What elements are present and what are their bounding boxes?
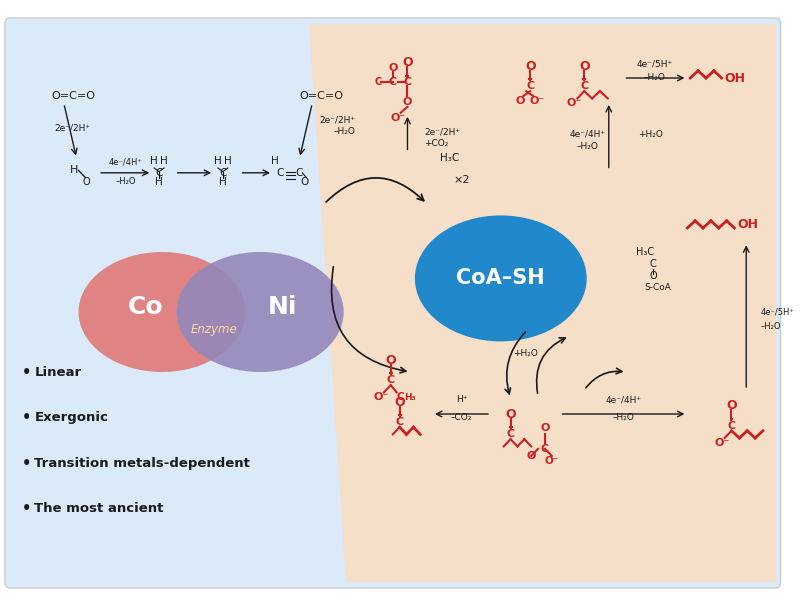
Text: 4e⁻/5H⁺: 4e⁻/5H⁺ bbox=[761, 307, 795, 317]
Text: O: O bbox=[394, 395, 405, 409]
Text: –H₂O: –H₂O bbox=[644, 73, 666, 82]
Text: O: O bbox=[402, 97, 412, 107]
Text: Co: Co bbox=[127, 295, 163, 319]
Text: C: C bbox=[389, 77, 397, 86]
Text: O=C=O: O=C=O bbox=[51, 91, 95, 101]
Text: –H₂O: –H₂O bbox=[613, 413, 634, 422]
Text: H₃C: H₃C bbox=[440, 154, 459, 163]
Text: Linear: Linear bbox=[34, 365, 82, 379]
Text: The most ancient: The most ancient bbox=[34, 502, 164, 515]
Ellipse shape bbox=[415, 215, 586, 341]
Text: O: O bbox=[388, 64, 398, 73]
Text: O⁻: O⁻ bbox=[545, 456, 559, 466]
Text: O: O bbox=[386, 353, 396, 367]
Text: S-CoA: S-CoA bbox=[645, 283, 671, 292]
Text: 4e⁻/5H⁺: 4e⁻/5H⁺ bbox=[637, 59, 673, 68]
Text: H: H bbox=[271, 156, 279, 166]
Text: H: H bbox=[224, 156, 232, 166]
Text: 4e⁻/4H⁺: 4e⁻/4H⁺ bbox=[109, 157, 142, 166]
Ellipse shape bbox=[177, 252, 344, 372]
Text: H: H bbox=[214, 156, 222, 166]
Text: Transition metals-dependent: Transition metals-dependent bbox=[34, 457, 250, 470]
Text: O: O bbox=[540, 424, 550, 433]
Text: •: • bbox=[22, 502, 31, 516]
Text: +H₂O: +H₂O bbox=[638, 130, 663, 139]
Text: H: H bbox=[155, 178, 163, 187]
Text: O⁻: O⁻ bbox=[566, 98, 582, 108]
Text: O: O bbox=[516, 96, 525, 106]
Text: O: O bbox=[525, 59, 535, 73]
Text: C: C bbox=[219, 168, 226, 178]
Text: C: C bbox=[403, 77, 411, 86]
Text: –H₂O: –H₂O bbox=[115, 176, 136, 185]
Text: Ni: Ni bbox=[268, 295, 298, 319]
Text: 2e⁻/2H⁺: 2e⁻/2H⁺ bbox=[424, 127, 460, 136]
Text: C: C bbox=[155, 168, 162, 178]
Polygon shape bbox=[310, 24, 776, 582]
Text: Exergonic: Exergonic bbox=[34, 411, 108, 424]
FancyBboxPatch shape bbox=[5, 18, 781, 588]
Text: C: C bbox=[541, 444, 549, 454]
Text: C: C bbox=[374, 77, 382, 86]
Text: O: O bbox=[506, 407, 516, 421]
Text: •: • bbox=[22, 456, 31, 470]
Text: C: C bbox=[526, 82, 534, 91]
Text: 2e⁻/2H⁺: 2e⁻/2H⁺ bbox=[319, 115, 355, 124]
Text: 4e⁻/4H⁺: 4e⁻/4H⁺ bbox=[569, 130, 606, 139]
Text: C: C bbox=[506, 430, 514, 439]
Text: H₃C: H₃C bbox=[636, 247, 654, 257]
Text: +H₂O: +H₂O bbox=[513, 349, 538, 358]
Text: O: O bbox=[649, 271, 657, 281]
Text: C: C bbox=[276, 168, 283, 178]
Text: H: H bbox=[219, 178, 226, 187]
Text: ×2: ×2 bbox=[454, 175, 470, 185]
Text: O⁻: O⁻ bbox=[390, 113, 406, 122]
Ellipse shape bbox=[78, 252, 246, 372]
Text: O: O bbox=[526, 451, 536, 461]
Text: 4e⁻/4H⁺: 4e⁻/4H⁺ bbox=[606, 395, 642, 404]
Text: H: H bbox=[150, 156, 158, 166]
Text: –H₂O: –H₂O bbox=[334, 127, 356, 136]
Text: O: O bbox=[82, 178, 90, 187]
Text: O=C=O: O=C=O bbox=[299, 91, 343, 101]
Text: CoA–SH: CoA–SH bbox=[457, 268, 545, 289]
Text: H: H bbox=[160, 156, 168, 166]
Text: C: C bbox=[650, 259, 656, 269]
Text: Enzyme: Enzyme bbox=[190, 323, 238, 337]
Text: C: C bbox=[395, 418, 404, 427]
Text: OH: OH bbox=[724, 71, 745, 85]
Text: •: • bbox=[22, 364, 31, 379]
Text: +CO₂: +CO₂ bbox=[424, 139, 449, 148]
Text: –H₂O: –H₂O bbox=[761, 322, 782, 331]
Text: O⁻: O⁻ bbox=[714, 438, 730, 448]
Text: O⁻: O⁻ bbox=[530, 96, 545, 106]
Text: H₃: H₃ bbox=[405, 393, 416, 402]
Text: O: O bbox=[300, 178, 309, 187]
Text: –CO₂: –CO₂ bbox=[450, 413, 472, 422]
Text: –H₂O: –H₂O bbox=[576, 142, 598, 151]
Text: +H₂O: +H₂O bbox=[531, 307, 556, 317]
Text: O⁻: O⁻ bbox=[374, 392, 389, 402]
Text: H⁺: H⁺ bbox=[456, 395, 467, 404]
Text: C: C bbox=[727, 421, 735, 431]
Text: C: C bbox=[386, 376, 395, 385]
Text: O: O bbox=[726, 399, 737, 412]
Text: 2e⁻/2H⁺: 2e⁻/2H⁺ bbox=[54, 124, 90, 133]
Text: O: O bbox=[579, 59, 590, 73]
Text: O: O bbox=[402, 56, 413, 69]
Text: H: H bbox=[70, 166, 78, 175]
Text: C: C bbox=[580, 82, 588, 91]
Text: •: • bbox=[22, 410, 31, 425]
Text: C: C bbox=[296, 168, 303, 178]
Text: OH: OH bbox=[738, 218, 758, 231]
Text: C: C bbox=[397, 392, 405, 402]
